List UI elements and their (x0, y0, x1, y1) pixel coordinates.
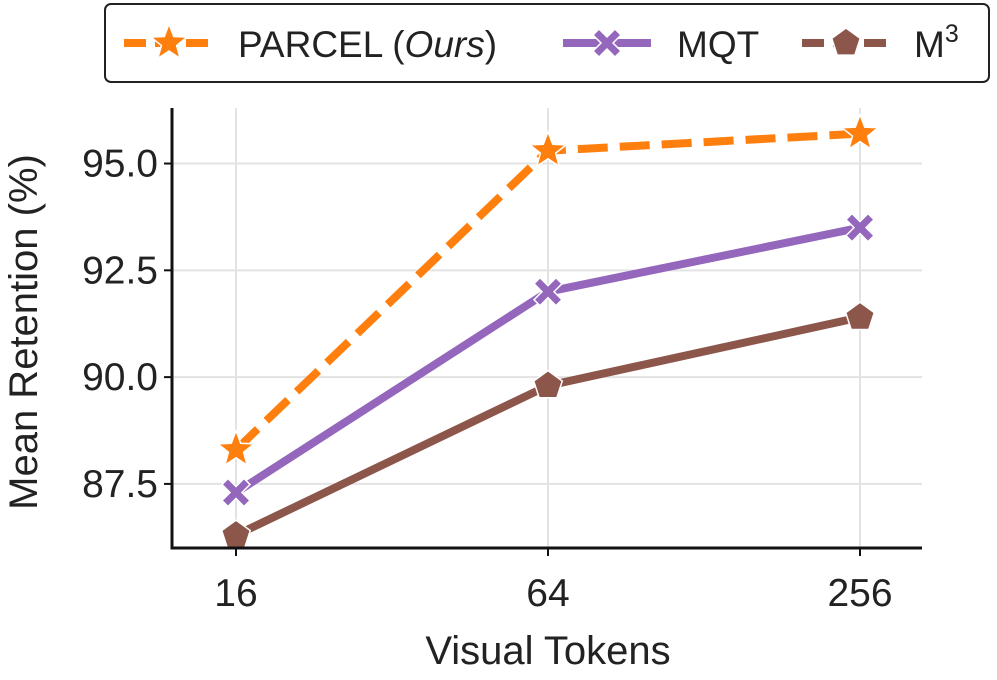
series-layer (215, 112, 881, 549)
legend-label-m3: M3 (914, 20, 959, 65)
legend-label-parcel: PARCEL (Ours) (238, 24, 497, 65)
axes (170, 108, 922, 550)
legend-label-mqt: MQT (677, 24, 759, 65)
x-axis-label: Visual Tokens (425, 629, 670, 673)
x-tick-label: 256 (827, 572, 892, 615)
data-point-pentagon (532, 369, 564, 399)
data-point-x (844, 212, 876, 243)
y-axis-label: Mean Retention (%) (2, 154, 46, 510)
data-point-pentagon (220, 519, 252, 549)
x-tick-label: 16 (214, 572, 257, 615)
data-point-x (220, 477, 252, 508)
legend-pentagon-marker (830, 27, 862, 56)
data-point-star (527, 129, 569, 168)
legend-star-marker (148, 21, 190, 61)
x-tick-label: 64 (526, 572, 569, 615)
y-tick-label: 87.5 (82, 463, 158, 506)
legend-x-marker (591, 27, 623, 59)
legend-item-m3: M3 (802, 20, 959, 65)
ticks: 87.5 90.0 92.5 95.0 16 64 256 (82, 143, 892, 615)
data-point-pentagon (844, 301, 876, 331)
y-tick-label: 95.0 (82, 143, 158, 186)
legend-item-mqt: MQT (563, 24, 759, 65)
legend-box (104, 3, 990, 83)
data-point-x (532, 276, 564, 307)
legend-item-parcel: PARCEL (Ours) (124, 21, 497, 65)
data-point-star (839, 112, 881, 151)
y-tick-label: 90.0 (82, 356, 158, 399)
data-point-star (215, 428, 257, 467)
y-tick-label: 92.5 (82, 249, 158, 292)
legend: PARCEL (Ours) MQT M3 (104, 3, 990, 83)
